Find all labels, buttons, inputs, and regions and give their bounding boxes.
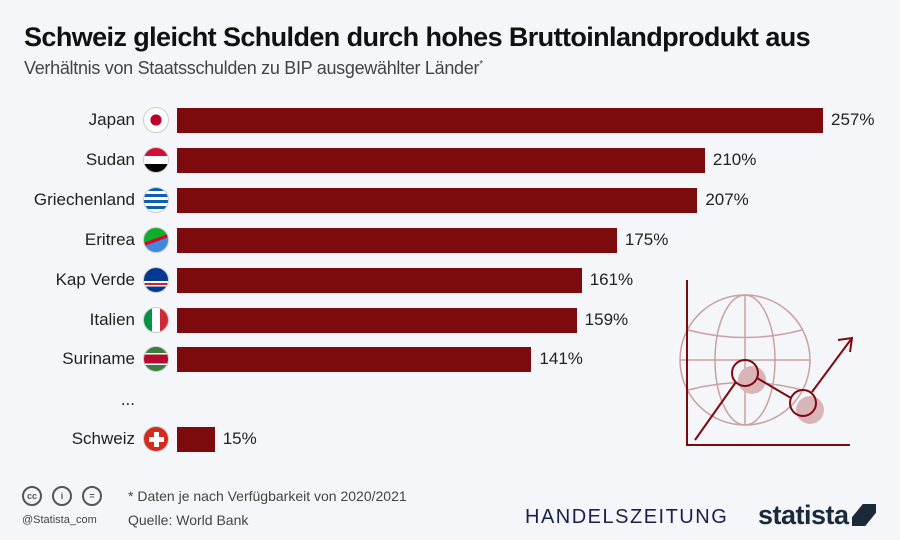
handelszeitung-logo: HANDELSZEITUNG [525, 506, 729, 528]
flag-icon-schweiz [143, 426, 169, 452]
category-label: Schweiz [71, 429, 135, 448]
bar [177, 188, 698, 213]
category-label: ... [120, 390, 135, 409]
subtitle-footnote-mark: * [479, 59, 483, 70]
bar [177, 148, 705, 173]
flag-icon-japan [143, 107, 169, 133]
value-label: 175% [624, 230, 669, 249]
category-label: Kap Verde [55, 270, 135, 289]
category-label: Japan [88, 110, 135, 129]
chart-title: Schweiz gleicht Schulden durch hohes Bru… [24, 22, 811, 52]
category-label: Eritrea [84, 230, 135, 249]
statista-handle: @Statista_com [22, 514, 97, 526]
bar [177, 347, 532, 372]
attribution-icon: i [52, 486, 72, 506]
flag-icon-griechenland [143, 187, 169, 213]
subtitle-text: Verhältnis von Staatsschulden zu BIP aus… [24, 58, 480, 78]
chart-subtitle: Verhältnis von Staatsschulden zu BIP aus… [24, 58, 483, 79]
flag-icon-eritrea [143, 227, 169, 253]
bar [177, 268, 582, 293]
flag-icon-suriname [143, 346, 169, 372]
value-label: 207% [705, 190, 749, 209]
value-label: 161% [589, 270, 634, 289]
bar [177, 427, 215, 452]
statista-logo-icon [852, 504, 876, 526]
category-label: Italien [89, 310, 135, 329]
flag-icon-kap-verde [143, 267, 169, 293]
value-label: 257% [831, 110, 875, 129]
category-label: Griechenland [33, 190, 135, 209]
footnote: * Daten je nach Verfügbarkeit von 2020/2… [128, 488, 407, 504]
value-label: 15% [222, 429, 257, 448]
statista-logo: statista [758, 500, 849, 530]
value-label: 141% [539, 349, 583, 368]
globe-growth-illustration [679, 280, 854, 446]
bar [177, 108, 823, 133]
category-label: Sudan [85, 150, 135, 169]
flag-icon-italien [143, 307, 169, 333]
value-label: 159% [584, 310, 629, 329]
source: Quelle: World Bank [128, 512, 249, 528]
cc-icon: cc [22, 486, 42, 506]
value-label: 210% [712, 150, 757, 169]
flag-icon-sudan [143, 147, 169, 173]
bar [177, 228, 617, 253]
no-derivatives-icon: = [82, 486, 102, 506]
category-label: Suriname [62, 349, 135, 368]
bar [177, 308, 577, 333]
